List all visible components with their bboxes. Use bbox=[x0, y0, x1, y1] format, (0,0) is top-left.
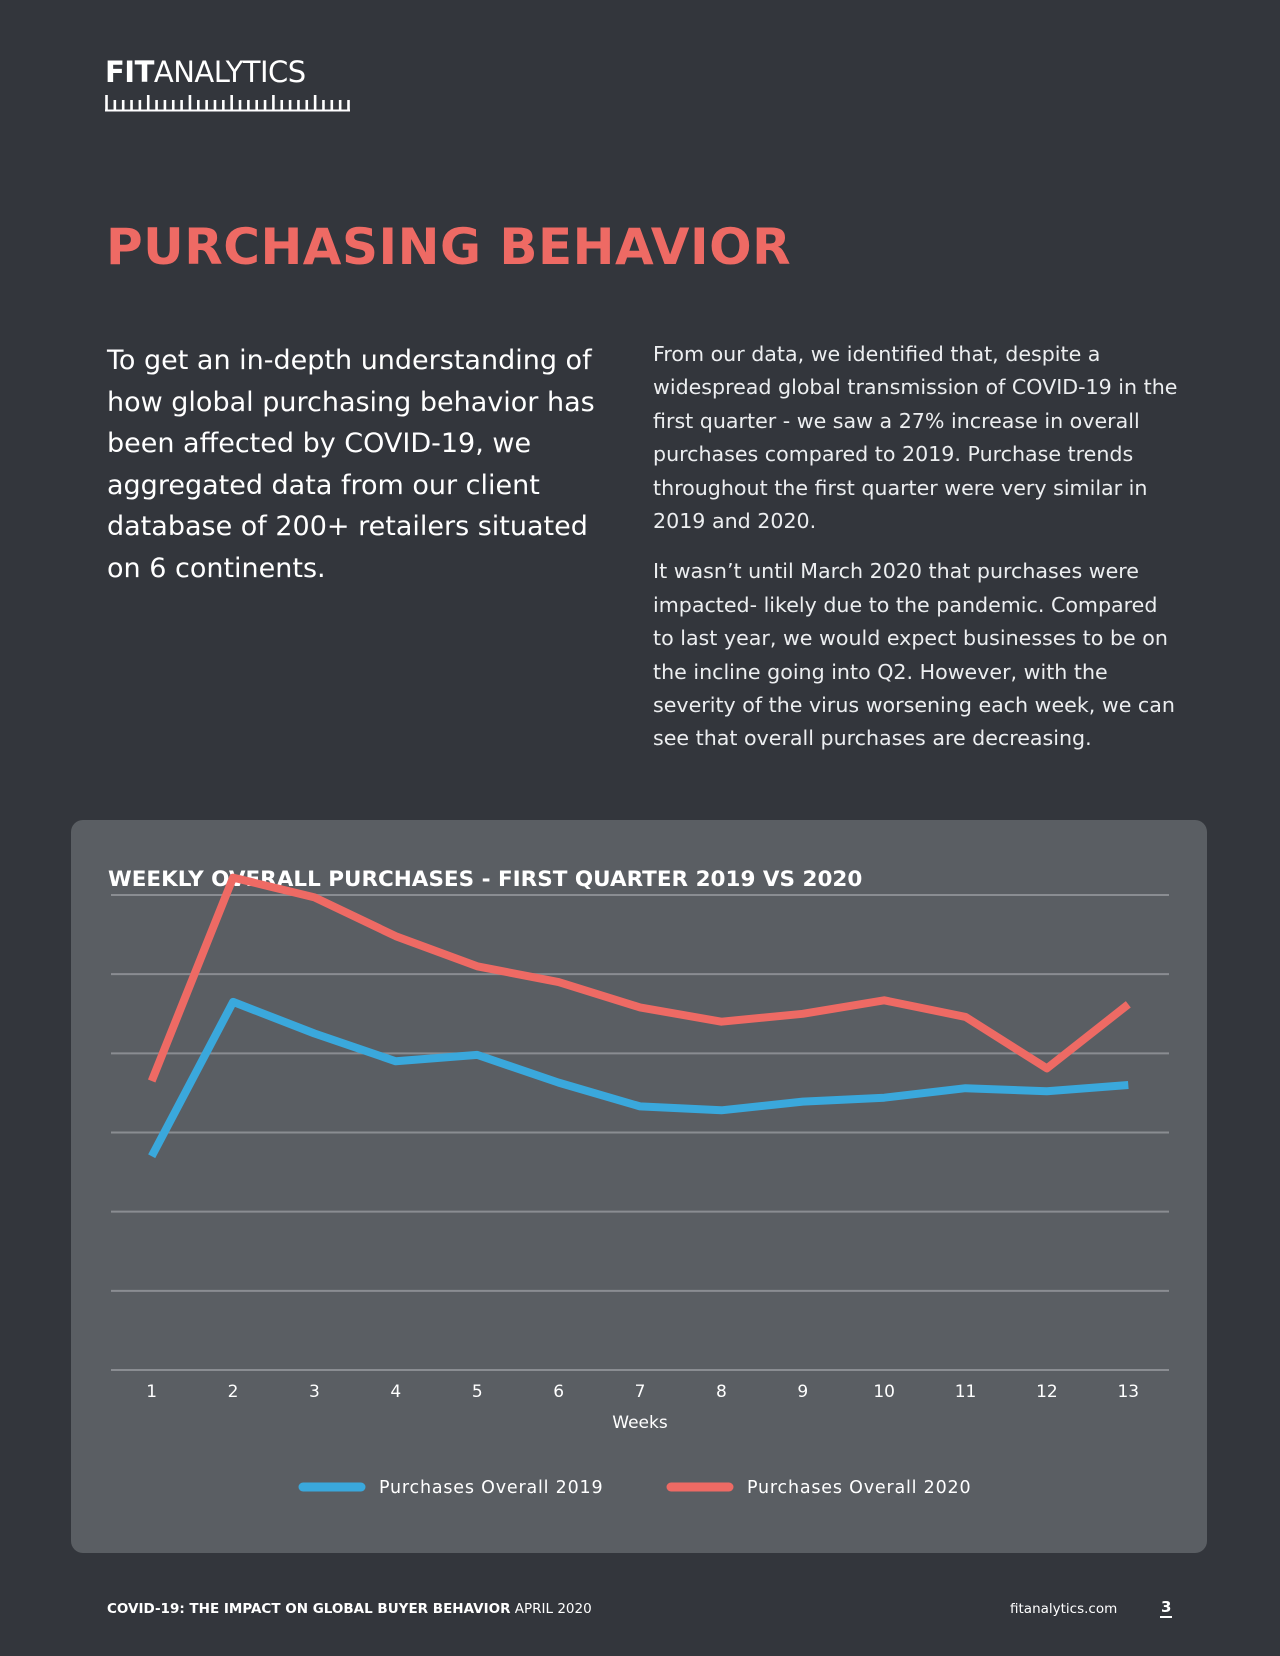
chart-card: WEEKLY OVERALL PURCHASES - FIRST QUARTER… bbox=[71, 820, 1207, 1553]
ruler-icon bbox=[105, 95, 350, 112]
page-number: 3 bbox=[1160, 1598, 1173, 1618]
body-column: From our data, we identified that, despi… bbox=[653, 338, 1183, 773]
chart-legend: Purchases Overall 2019 Purchases Overall … bbox=[298, 1478, 971, 1498]
footer-report-name: COVID-19: THE IMPACT ON GLOBAL BUYER BEH… bbox=[107, 1601, 511, 1617]
intro-text: To get an in-depth understanding of how … bbox=[107, 345, 595, 584]
logo-bold-text: FIT bbox=[105, 55, 154, 89]
x-tick-label: 6 bbox=[553, 1382, 564, 1402]
x-tick-label: 5 bbox=[472, 1382, 483, 1402]
chart-title: WEEKLY OVERALL PURCHASES - FIRST QUARTER… bbox=[108, 867, 862, 892]
gridlines bbox=[111, 894, 1169, 1371]
x-tick-label: 12 bbox=[1036, 1382, 1058, 1402]
x-tick-label: 1 bbox=[146, 1382, 157, 1402]
x-tick-labels: 1 2 3 4 5 6 7 8 9 10 11 12 13 bbox=[146, 1382, 1139, 1402]
legend-label-2: Purchases Overall 2020 bbox=[747, 1478, 971, 1498]
x-tick-label: 9 bbox=[797, 1382, 808, 1402]
x-tick-label: 8 bbox=[716, 1382, 727, 1402]
series-lines bbox=[147, 873, 1131, 1159]
legend-label-1: Purchases Overall 2019 bbox=[379, 1478, 603, 1498]
footer-site-link[interactable]: fitanalytics.com bbox=[1010, 1601, 1118, 1617]
x-axis-label: Weeks bbox=[612, 1413, 668, 1433]
series-line-2 bbox=[147, 873, 1131, 1083]
body-paragraph-2: It wasn’t until March 2020 that purchase… bbox=[653, 559, 1175, 751]
x-tick-label: 10 bbox=[873, 1382, 895, 1402]
line-chart: WEEKLY OVERALL PURCHASES - FIRST QUARTER… bbox=[108, 867, 1169, 1498]
body-paragraph-1: From our data, we identified that, despi… bbox=[653, 342, 1178, 534]
x-tick-label: 11 bbox=[955, 1382, 977, 1402]
footer-date: APRIL 2020 bbox=[514, 1601, 592, 1617]
logo-wordmark: FITANALYTICS bbox=[105, 56, 350, 88]
x-tick-label: 2 bbox=[228, 1382, 239, 1402]
logo-light-text: ANALYTICS bbox=[153, 55, 306, 89]
x-tick-label: 4 bbox=[390, 1382, 401, 1402]
page-title: PURCHASING BEHAVIOR bbox=[106, 218, 792, 276]
series-line-1 bbox=[148, 997, 1129, 1159]
brand-logo: FITANALYTICS bbox=[105, 56, 350, 112]
x-tick-label: 13 bbox=[1117, 1382, 1139, 1402]
x-tick-label: 7 bbox=[635, 1382, 646, 1402]
footer-report-title: COVID-19: THE IMPACT ON GLOBAL BUYER BEH… bbox=[107, 1601, 592, 1617]
x-tick-label: 3 bbox=[309, 1382, 320, 1402]
